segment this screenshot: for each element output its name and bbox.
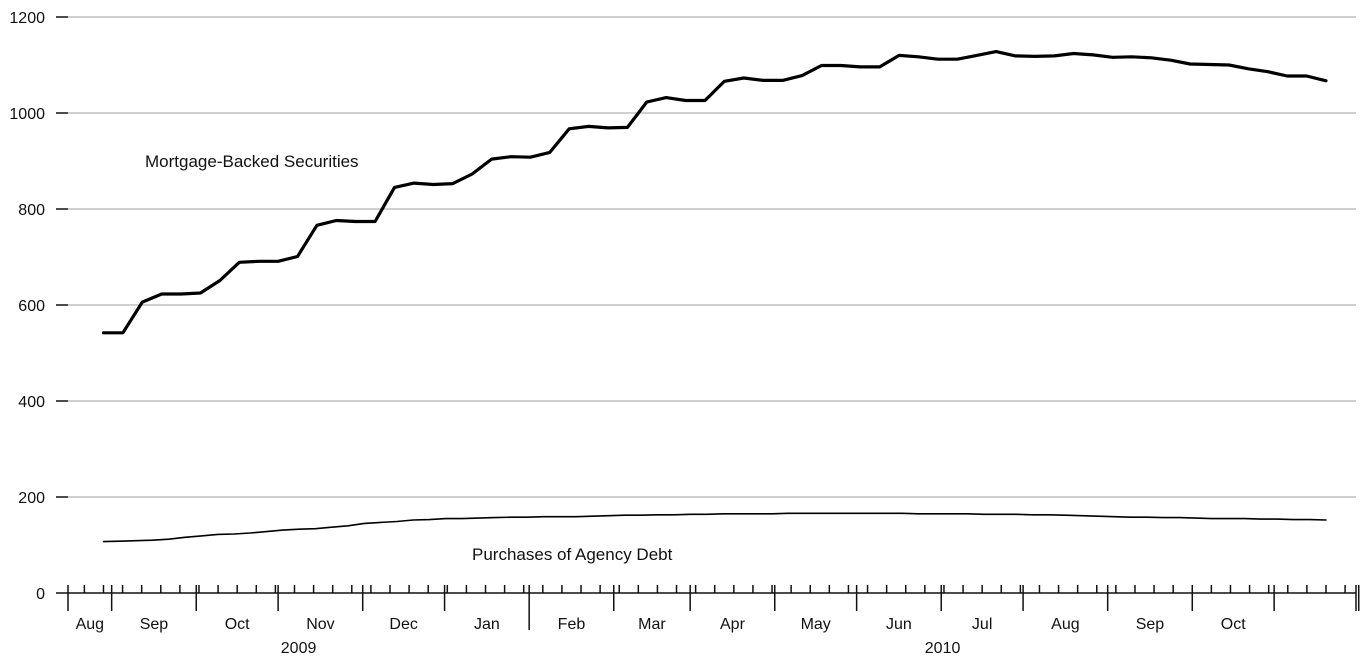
- x-year-label-2010: 2010: [925, 640, 961, 657]
- x-month-label: Dec: [389, 616, 417, 633]
- y-tick-label-1200: 1200: [9, 10, 45, 27]
- y-tick-label-0: 0: [36, 586, 45, 603]
- y-tick-label-400: 400: [18, 394, 45, 411]
- x-month-label: Jan: [474, 616, 500, 633]
- x-month-label: Aug: [1051, 616, 1079, 633]
- x-year-label-2009: 2009: [281, 640, 317, 657]
- x-month-label: Oct: [1221, 616, 1246, 633]
- x-month-label: Sep: [1136, 616, 1165, 633]
- x-month-label: Nov: [306, 616, 334, 633]
- series-line-0: [101, 49, 1328, 335]
- y-tick-label-1000: 1000: [9, 106, 45, 123]
- series-lines: [101, 49, 1328, 543]
- x-month-label: Jul: [972, 616, 992, 633]
- x-month-label: Oct: [225, 616, 250, 633]
- y-tick-label-200: 200: [18, 490, 45, 507]
- x-month-label: May: [801, 616, 831, 633]
- x-month-label: Apr: [720, 616, 746, 633]
- y-axis: 0 200 400 600 800 1000 1200: [9, 10, 68, 603]
- series-label-agency-debt: Purchases of Agency Debt: [472, 545, 673, 564]
- y-tick-label-600: 600: [18, 298, 45, 315]
- x-month-label: Jun: [886, 616, 912, 633]
- gridlines: [68, 16, 1356, 498]
- x-month-label: Mar: [638, 616, 666, 633]
- x-axis: Aug Sep Oct Nov Dec Jan Feb Mar Apr May Jun Jul Aug S…: [67, 585, 1360, 657]
- x-month-label: Sep: [140, 616, 169, 633]
- x-month-label: Feb: [558, 616, 586, 633]
- y-tick-label-800: 800: [18, 202, 45, 219]
- x-month-label: Aug: [76, 616, 104, 633]
- series-label-mbs: Mortgage-Backed Securities: [145, 152, 359, 171]
- series-line-1: [102, 512, 1327, 543]
